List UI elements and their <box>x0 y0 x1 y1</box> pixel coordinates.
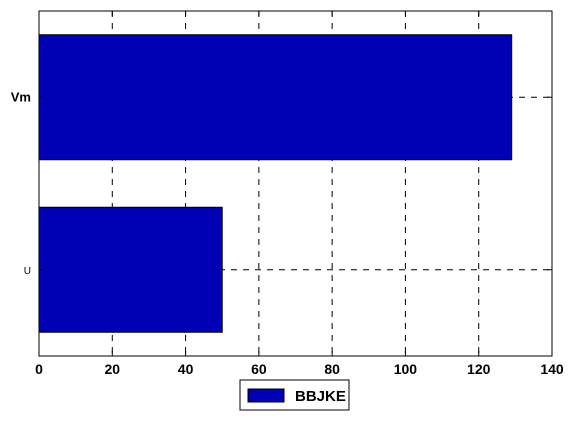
y-tick-labels: U Vm <box>11 89 31 277</box>
plot-frame <box>38 10 553 357</box>
y-tick-label: U <box>24 266 31 277</box>
x-tick-label: 20 <box>104 361 120 377</box>
legend-label: BBJKE <box>295 388 346 405</box>
x-tick-label: 80 <box>324 361 340 377</box>
bars <box>38 34 513 333</box>
x-tick-label: 120 <box>467 361 491 377</box>
bar <box>38 34 513 161</box>
x-tick-label: 40 <box>178 361 194 377</box>
x-tick-label: 0 <box>35 361 43 377</box>
x-tick-labels: 0 20 40 60 80 100 120 140 <box>35 361 564 377</box>
bar <box>38 206 223 333</box>
x-tick-label: 100 <box>394 361 418 377</box>
legend-swatch <box>247 388 285 403</box>
legend: BBJKE <box>239 379 350 411</box>
y-tick-label: Vm <box>11 89 31 104</box>
x-tick-label: 60 <box>251 361 267 377</box>
tick-marks <box>38 11 553 356</box>
x-tick-label: 140 <box>540 361 564 377</box>
